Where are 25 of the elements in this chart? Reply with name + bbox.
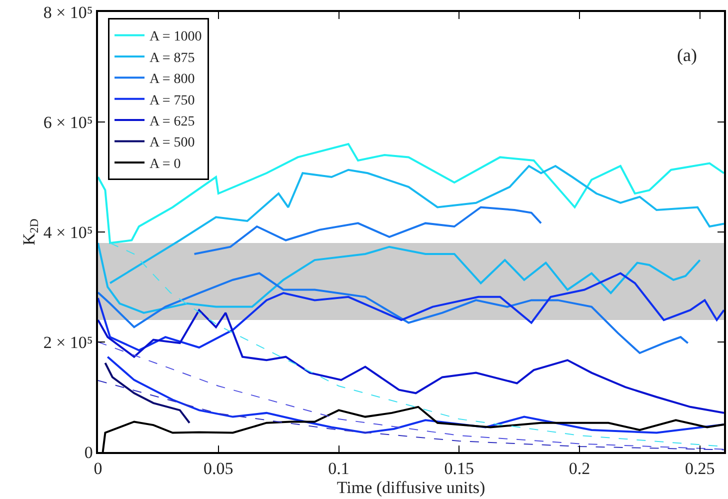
line-series (106, 356, 724, 434)
legend-label: A = 500 (150, 136, 195, 151)
y-tick-label: 0 (84, 442, 93, 462)
line-series (98, 309, 724, 414)
x-tick-label: 0.15 (444, 459, 474, 478)
line-series (98, 342, 724, 450)
legend-label: A = 750 (150, 93, 195, 108)
x-tick-label: 0.05 (204, 459, 234, 478)
legend-label: A = 625 (150, 114, 195, 130)
x-tick-label: 0.1 (328, 459, 350, 478)
x-tick-label: 0.2 (568, 459, 590, 478)
annotation: (a) (677, 45, 697, 65)
y-tick-label: 6 × 10⁵ (43, 112, 93, 132)
legend-label: A = 1000 (150, 30, 202, 45)
y-tick-label: 2 × 10⁵ (43, 332, 93, 352)
legend-label: A = 0 (150, 156, 181, 172)
legend-label: A = 800 (150, 72, 195, 88)
y-tick-label: 8 × 10⁵ (43, 2, 93, 22)
x-tick-label: 0.25 (685, 459, 715, 478)
legend-label: A = 875 (150, 50, 195, 66)
line-series (104, 362, 190, 424)
y-tick-label: 4 × 10⁵ (43, 222, 93, 242)
line-series (193, 206, 542, 255)
x-axis-title: Time (diffusive units) (336, 478, 486, 498)
line-series (98, 380, 724, 450)
